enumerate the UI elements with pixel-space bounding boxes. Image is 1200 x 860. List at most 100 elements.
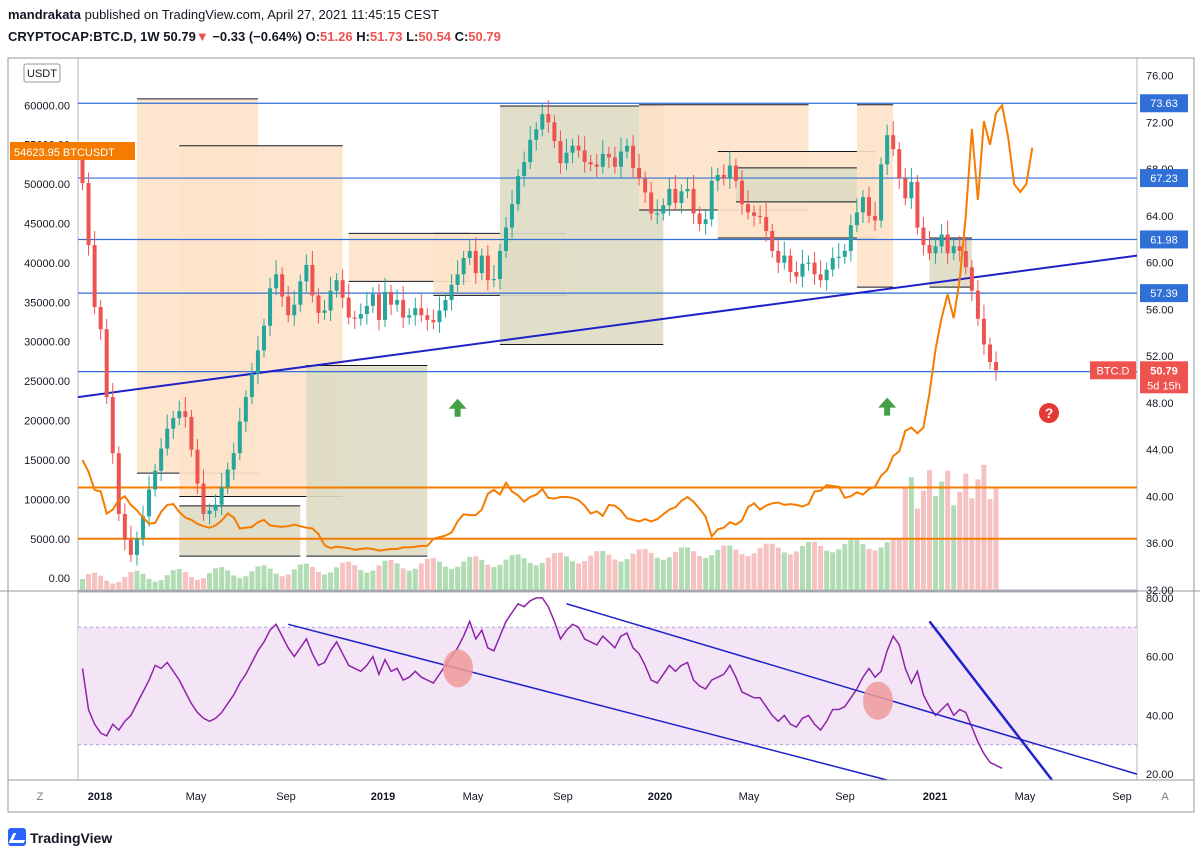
candle-body — [764, 217, 769, 232]
volume-bar — [781, 552, 787, 590]
candle-body — [389, 291, 394, 305]
volume-bar — [243, 576, 249, 590]
price-label-box — [1140, 284, 1188, 303]
candle-body — [625, 145, 629, 152]
time-axis-tick: 2021 — [923, 791, 947, 803]
candle-body — [249, 373, 254, 398]
candle-body — [885, 135, 890, 165]
volume-bar — [346, 561, 352, 590]
left-axis-tick: 40000.00 — [24, 258, 70, 270]
zone-box-3 — [306, 365, 428, 557]
volume-bar — [533, 565, 539, 590]
volume-bar — [86, 574, 92, 590]
current-symbol-box — [1090, 361, 1136, 380]
price-label-text: 61.98 — [1150, 234, 1178, 246]
right-axis-tick: 32.00 — [1146, 585, 1174, 597]
volume-bar — [824, 550, 830, 590]
candle-body — [715, 174, 720, 181]
candle-body — [594, 164, 599, 167]
candle-body — [727, 165, 732, 179]
volume-bar — [896, 538, 902, 590]
volume-bar — [557, 552, 563, 590]
volume-bar — [255, 566, 261, 590]
left-axis-tick: 35000.00 — [24, 297, 70, 309]
left-axis-tick: 10000.00 — [24, 494, 70, 506]
auto-scale-icon: A — [1161, 791, 1169, 803]
left-axis-tick: 0.00 — [49, 573, 70, 585]
zone-box-10 — [856, 104, 894, 288]
current-price-text: 50.79 — [1150, 365, 1178, 377]
candle-body — [461, 257, 466, 275]
candle-body — [963, 250, 968, 268]
volume-bar — [358, 570, 364, 590]
candle-body — [552, 122, 557, 142]
volume-bar — [436, 561, 442, 590]
candle-body — [255, 350, 260, 374]
time-axis-tick: Sep — [276, 791, 296, 803]
volume-bar — [455, 566, 461, 590]
symbol-name[interactable]: CRYPTOCAP:BTC.D, 1W — [8, 29, 160, 44]
volume-bar — [703, 557, 709, 590]
open-label: O: — [305, 29, 321, 44]
candle-body — [564, 152, 569, 164]
volume-bar — [158, 580, 164, 590]
zone-box-2 — [179, 505, 301, 557]
volume-bar — [418, 563, 424, 590]
candle-body — [467, 250, 472, 258]
volume-bar — [685, 547, 690, 590]
volume-bar — [854, 540, 860, 590]
candle-body — [637, 167, 642, 179]
volume-bar — [485, 564, 491, 590]
rsi-band — [78, 627, 1137, 745]
volume-bar — [878, 547, 884, 590]
candle-body — [328, 290, 333, 311]
candle-body — [177, 411, 182, 419]
btcusdt-line — [81, 102, 1034, 552]
rsi-axis-tick: 40.00 — [1146, 710, 1174, 722]
zone-box-9 — [735, 167, 857, 202]
volume-bar — [957, 491, 963, 590]
left-axis-tick: 15000.00 — [24, 455, 70, 467]
candle-body — [600, 153, 605, 167]
candle-body — [975, 290, 980, 319]
volume-bar — [933, 496, 939, 590]
candle-body — [576, 145, 581, 151]
volume-bar — [382, 560, 388, 590]
candle-body — [237, 421, 242, 454]
volume-bar — [176, 568, 182, 590]
volume-bar — [388, 559, 394, 590]
volume-bar — [672, 551, 678, 590]
rsi-highlight-2 — [863, 681, 893, 720]
price-label-text: 73.63 — [1150, 98, 1178, 110]
candle-body — [219, 487, 224, 505]
volume-bar — [219, 567, 225, 590]
volume-bar — [497, 564, 503, 590]
volume-bar — [612, 559, 618, 590]
usdt-unit-label: USDT — [27, 68, 57, 80]
candle-body — [165, 428, 170, 449]
volume-bar — [927, 470, 932, 590]
volume-bar — [303, 563, 309, 590]
right-axis-tick: 48.00 — [1146, 398, 1174, 410]
time-axis-tick: 2019 — [371, 791, 395, 803]
volume-bar — [884, 542, 890, 590]
volume-bar — [116, 582, 122, 590]
candle-body — [867, 197, 871, 216]
author-name[interactable]: mandrakata — [8, 7, 81, 22]
volume-bar — [430, 558, 436, 590]
down-arrow-icon: ▼ — [195, 29, 209, 44]
volume-bar — [207, 573, 213, 590]
tradingview-brand[interactable]: TradingView — [8, 828, 112, 846]
volume-bar — [721, 545, 727, 590]
candle-body — [122, 514, 127, 540]
candle-body — [770, 231, 775, 251]
time-axis-tick: May — [186, 791, 207, 803]
current-price-box — [1140, 361, 1188, 394]
volume-bar — [576, 563, 582, 590]
candle-body — [806, 262, 811, 264]
time-axis-tick: Sep — [553, 791, 573, 803]
candle-body — [473, 250, 478, 274]
left-axis-tick: 5000.00 — [30, 534, 70, 546]
high-label: H: — [356, 29, 370, 44]
